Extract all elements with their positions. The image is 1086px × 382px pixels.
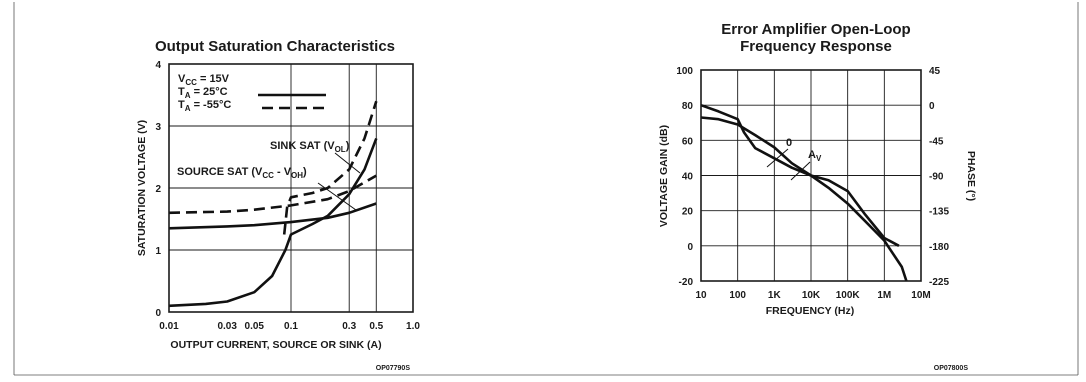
- chart1-plot-frame: [168, 63, 414, 313]
- chart1-legend: VCC = 15V TA = 25°C TA = -55°C: [178, 73, 326, 113]
- chart2-x-tick-label: 10M: [911, 290, 930, 301]
- annotation-phase-label: 0: [786, 137, 792, 149]
- chart1-x-tick-label: 0.3: [342, 321, 356, 332]
- frequency-response-chart: Error Amplifier Open-Loop Frequency Resp…: [658, 21, 977, 372]
- chart1-y-tick-label: 3: [155, 122, 161, 133]
- chart1-series-source-sat-dashed: [168, 174, 377, 215]
- chart1-series-sink-sat-dashed: [282, 100, 378, 235]
- chart1-series-source-sat-solid: [168, 202, 377, 230]
- chart1-title: Output Saturation Characteristics: [155, 38, 395, 55]
- chart2-series-phase: [700, 103, 900, 247]
- chart1-x-tick-label: 1.0: [406, 321, 420, 332]
- annotation-gain-label: AV: [808, 149, 822, 163]
- annotation-phase-pointer: [766, 148, 789, 168]
- output-saturation-chart: Output Saturation Characteristics 0.01 0.…: [136, 38, 420, 372]
- chart1-y-tick-label: 0: [155, 308, 161, 319]
- legend-vcc: VCC = 15V: [178, 73, 230, 87]
- chart2-x-tick-labels: 10 100 1K 10K 100K 1M 10M: [695, 290, 930, 301]
- chart1-series-sink-sat-solid: [168, 137, 378, 308]
- chart2-plot-frame: [700, 69, 922, 282]
- chart2-y2-tick-label: -180: [929, 242, 949, 253]
- chart1-y-axis-label: SATURATION VOLTAGE (V): [136, 120, 148, 256]
- annotation-sink-pointer: [334, 152, 361, 174]
- chart2-x-tick-label: 10: [695, 290, 707, 301]
- chart2-y2-tick-label: -45: [929, 136, 944, 147]
- chart1-x-tick-label: 0.03: [217, 321, 237, 332]
- chart2-subtitle: Frequency Response: [740, 38, 892, 55]
- chart2-series: [700, 103, 908, 282]
- chart2-y-tick-label: 60: [682, 136, 694, 147]
- chart1-y-tick-label: 4: [155, 60, 161, 71]
- annotation-source-sat: SOURCE SAT (VCC - VOH): [177, 166, 307, 180]
- legend-ta-25c: TA = 25°C: [178, 86, 228, 100]
- chart1-x-tick-label: 0.5: [369, 321, 383, 332]
- chart2-figure-code: OP07800S: [934, 365, 969, 372]
- chart1-y-tick-label: 1: [155, 246, 161, 257]
- chart2-series-gain: [700, 116, 908, 282]
- chart1-x-tick-labels: 0.01 0.03 0.05 0.1 0.3 0.5 1.0: [159, 321, 420, 332]
- chart2-y2-axis-label: PHASE (°): [965, 151, 977, 201]
- chart1-x-tick-label: 0.01: [159, 321, 179, 332]
- chart2-x-axis-label: FREQUENCY (Hz): [766, 305, 854, 317]
- chart2-y-tick-label: 0: [687, 242, 693, 253]
- legend-ta-minus55c: TA = -55°C: [178, 99, 231, 113]
- annotation-sink-sat: SINK SAT (VOL): [270, 140, 350, 154]
- chart1-x-tick-label: 0.1: [284, 321, 298, 332]
- chart2-title: Error Amplifier Open-Loop: [721, 21, 910, 38]
- chart1-y-tick-labels: 0 1 2 3 4: [155, 60, 161, 319]
- chart1-x-tick-label: 0.05: [245, 321, 265, 332]
- annotation-gain-pointer: [790, 161, 811, 181]
- chart2-y2-tick-label: 45: [929, 66, 941, 77]
- chart2-x-tick-label: 100: [729, 290, 746, 301]
- chart2-y2-tick-label: 0: [929, 101, 935, 112]
- chart2-y2-tick-labels: 45 0 -45 -90 -135 -180 -225: [929, 66, 949, 288]
- chart2-y2-tick-label: -225: [929, 277, 949, 288]
- chart1-series: [168, 100, 378, 308]
- chart2-x-tick-label: 1K: [768, 290, 782, 301]
- chart1-x-axis-label: OUTPUT CURRENT, SOURCE OR SINK (A): [170, 339, 381, 351]
- chart2-y-tick-label: 100: [676, 66, 693, 77]
- chart2-x-tick-label: 1M: [877, 290, 891, 301]
- chart2-y-tick-label: 20: [682, 207, 694, 218]
- chart2-y2-tick-label: -90: [929, 172, 944, 183]
- chart2-y-tick-labels: 100 80 60 40 20 0 -20: [676, 66, 693, 288]
- chart2-y-tick-label: -20: [679, 277, 694, 288]
- chart2-y2-tick-label: -135: [929, 207, 949, 218]
- chart2-x-tick-label: 10K: [802, 290, 821, 301]
- chart2-y-tick-label: 40: [682, 172, 694, 183]
- chart2-y-axis-label: VOLTAGE GAIN (dB): [658, 125, 670, 227]
- chart2-x-tick-label: 100K: [836, 290, 861, 301]
- chart1-figure-code: OP07790S: [376, 365, 411, 372]
- chart2-y-tick-label: 80: [682, 101, 694, 112]
- annotation-source-pointer: [317, 182, 357, 211]
- chart1-y-tick-label: 2: [155, 184, 161, 195]
